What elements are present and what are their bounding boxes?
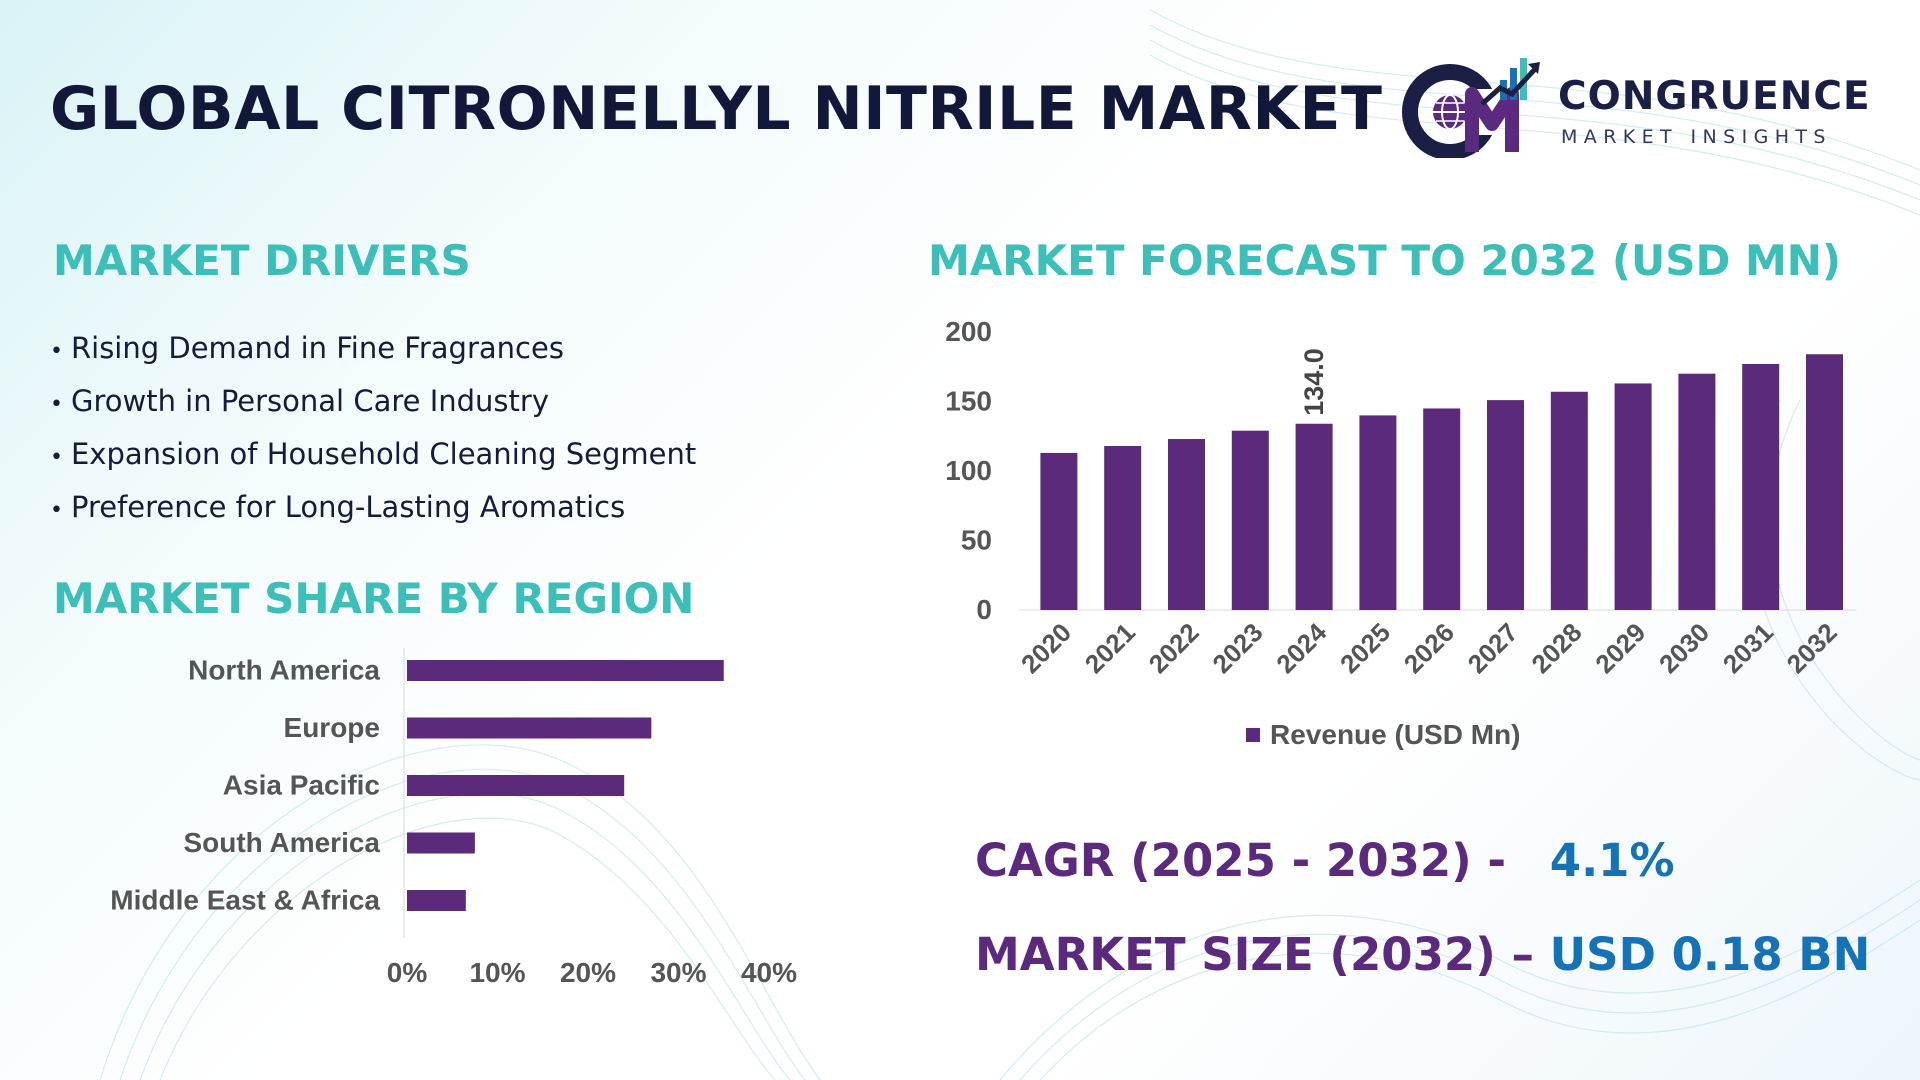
driver-item: • Preference for Long-Lasting Aromatics [50, 490, 626, 524]
forecast-data-label: 134.0 [1299, 348, 1329, 416]
driver-text: Growth in Personal Care Industry [70, 384, 549, 418]
cm-globe-growth-logo-icon [1402, 58, 1540, 158]
region-bar [407, 775, 625, 796]
forecast-bar [1742, 363, 1780, 610]
forecast-y-tick-label: 200 [945, 316, 992, 347]
forecast-x-tick-label: 2021 [1079, 617, 1141, 679]
brand-logo: CONGRUENCE MARKET INSIGHTS [1400, 54, 1870, 158]
region-label: Middle East & Africa [110, 885, 380, 916]
forecast-x-tick-label: 2020 [1015, 617, 1077, 679]
driver-item: • Rising Demand in Fine Fragrances [50, 331, 564, 365]
logo-name: CONGRUENCE [1558, 74, 1871, 119]
drivers-title: MARKET DRIVERS [53, 236, 471, 285]
region-bar [407, 890, 466, 911]
forecast-bar [1614, 383, 1652, 610]
driver-text: Preference for Long-Lasting Aromatics [70, 490, 626, 524]
driver-text: Expansion of Household Cleaning Segment [70, 437, 697, 471]
forecast-x-tick-label: 2022 [1143, 617, 1205, 679]
region-bar [407, 660, 724, 681]
forecast-bar [1295, 423, 1333, 610]
forecast-bar [1040, 452, 1078, 610]
drivers-list: • Rising Demand in Fine Fragrances • Growt… [50, 322, 696, 534]
legend-swatch [1246, 728, 1260, 742]
driver-item: • Growth in Personal Care Industry [50, 384, 549, 418]
logo-subtitle: MARKET INSIGHTS [1561, 126, 1832, 148]
forecast-x-tick-label: 2025 [1334, 617, 1396, 679]
region-tick-label: 40% [741, 957, 797, 988]
region-title: MARKET SHARE BY REGION [53, 574, 695, 623]
forecast-bar [1806, 354, 1843, 610]
market-size-stat: MARKET SIZE (2032) – USD 0.18 BN [975, 928, 1870, 981]
cagr-stat: CAGR (2025 - 2032) - 4.1% [975, 834, 1675, 887]
forecast-y-tick-label: 100 [945, 455, 992, 486]
forecast-bar [1168, 439, 1205, 610]
forecast-x-tick-label: 2024 [1270, 617, 1332, 679]
region-tick-label: 10% [469, 957, 525, 988]
region-share-chart: North America Europe Asia Pacific South Ame… [110, 648, 797, 988]
forecast-bar [1104, 445, 1142, 610]
page-title: GLOBAL CITRONELLYL NITRILE MARKET [50, 74, 1383, 144]
forecast-y-tick-label: 50 [961, 525, 992, 556]
forecast-x-tick-label: 2026 [1398, 617, 1460, 679]
forecast-title: MARKET FORECAST TO 2032 (USD MN) [928, 236, 1842, 285]
market-size-value: USD 0.18 BN [1549, 928, 1871, 981]
region-bar [407, 832, 475, 854]
forecast-chart: 0 50 100 150 200 2020 2021 2022 2023 2024 134.0 202… [945, 316, 1857, 750]
driver-text: Rising Demand in Fine Fragrances [70, 331, 564, 365]
region-tick-label: 0% [387, 957, 428, 988]
forecast-x-tick-label: 2032 [1781, 617, 1843, 679]
region-label: Europe [284, 712, 380, 743]
market-size-label: MARKET SIZE (2032) – [975, 928, 1534, 981]
cagr-value: 4.1% [1549, 834, 1675, 887]
forecast-bar [1550, 391, 1588, 610]
legend-label: Revenue (USD Mn) [1270, 719, 1520, 750]
forecast-bar [1487, 400, 1524, 610]
region-label: Asia Pacific [223, 770, 380, 801]
forecast-bar [1423, 408, 1461, 610]
forecast-y-tick-label: 150 [945, 386, 992, 417]
forecast-bar [1231, 430, 1269, 610]
region-label: South America [183, 827, 380, 858]
forecast-x-tick-label: 2030 [1653, 617, 1715, 679]
forecast-x-tick-label: 2031 [1717, 617, 1779, 679]
region-tick-label: 30% [650, 957, 706, 988]
region-label: North America [188, 655, 380, 686]
region-bar [407, 717, 652, 739]
region-tick-label: 20% [560, 957, 616, 988]
forecast-x-tick-label: 2023 [1206, 617, 1268, 679]
driver-item: • Expansion of Household Cleaning Segment [50, 437, 697, 471]
forecast-x-tick-label: 2028 [1525, 617, 1587, 679]
forecast-bar [1678, 373, 1716, 610]
cagr-label: CAGR (2025 - 2032) - [975, 834, 1507, 887]
forecast-x-tick-label: 2027 [1462, 617, 1524, 679]
forecast-bar [1359, 415, 1397, 610]
forecast-y-tick-label: 0 [976, 594, 992, 625]
forecast-x-tick-label: 2029 [1589, 617, 1651, 679]
